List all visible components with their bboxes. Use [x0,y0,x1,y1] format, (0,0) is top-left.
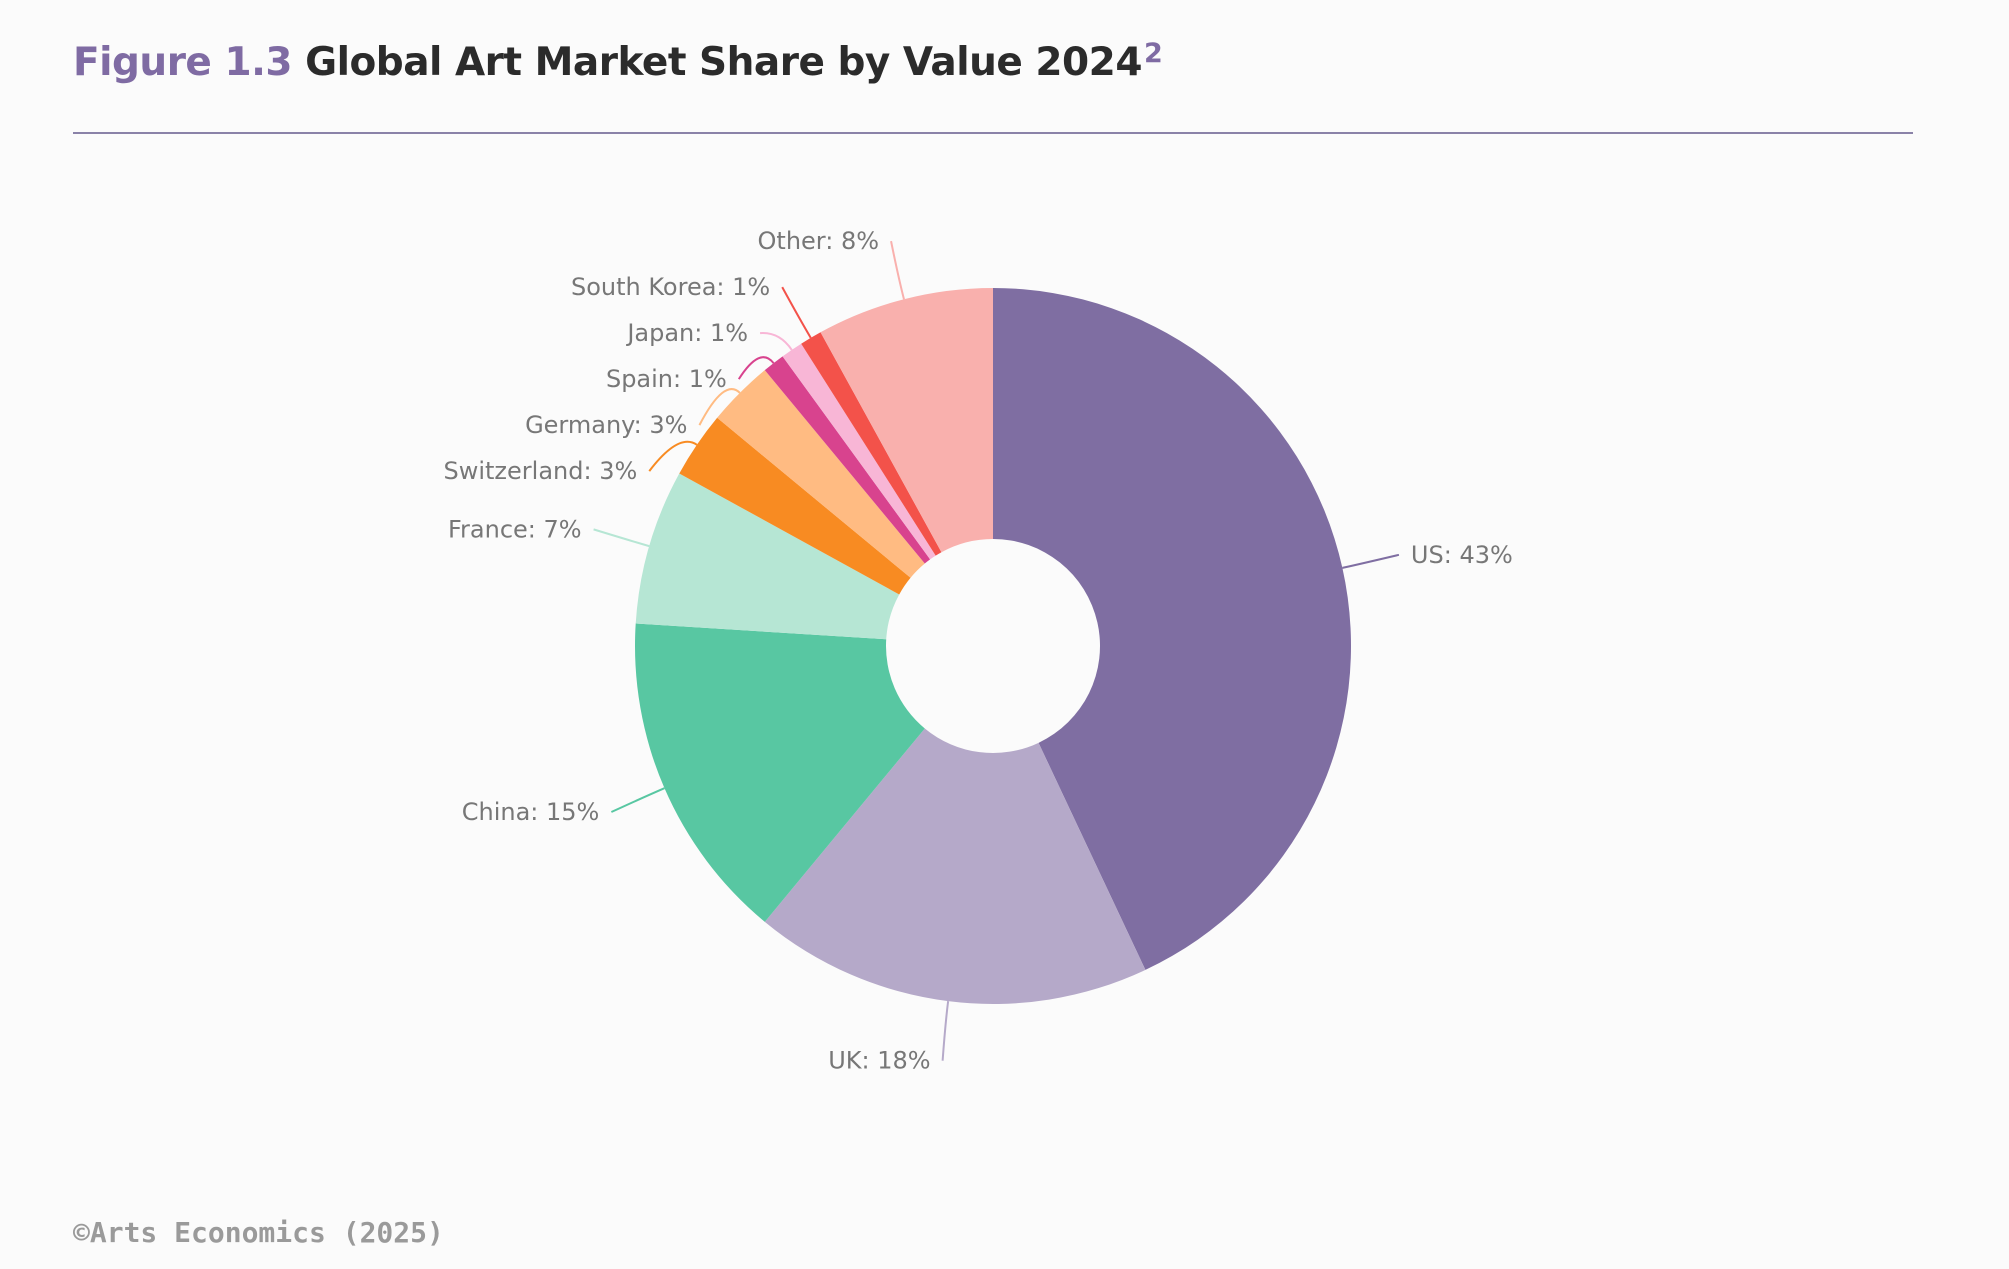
slice-label-japan: Japan: 1% [625,319,748,347]
title-divider [73,132,1913,134]
leader-line-germany [698,388,741,426]
slice-label-france: France: 7% [448,515,582,543]
slice-uk [764,728,1146,1004]
leader-line-spain [737,356,775,380]
slice-china [635,623,925,922]
slice-label-group: US: 43% UK: 18% China: 15% France: 7% Switze… [443,227,1512,1075]
leader-line-uk [941,1001,950,1061]
leader-line-us [1342,553,1400,569]
slice-label-south-korea: South Korea: 1% [571,273,770,301]
slice-label-us: US: 43% [1411,541,1513,569]
footnote-marker: 2 [1143,38,1163,69]
leader-line-other [890,240,905,300]
slice-japan [782,343,936,560]
slice-france [635,473,900,640]
chart-heading: Figure 1.3 Global Art Market Share by Va… [73,38,1163,85]
slice-label-spain: Spain: 1% [606,365,727,393]
slice-us [993,288,1351,970]
figure-number: Figure 1.3 [73,40,293,85]
leader-line-china [610,787,665,813]
slice-south-korea [801,332,942,556]
leader-line-south-korea [781,286,812,339]
slice-label-other: Other: 8% [758,227,880,255]
slice-germany [717,370,925,578]
slice-label-china: China: 15% [462,798,600,826]
copyright-footer: ©Arts Economics (2025) [73,1216,444,1249]
leader-line-group [593,240,1400,1061]
leader-line-france [593,528,650,548]
slice-spain [764,356,931,564]
chart-title: Global Art Market Share by Value 2024 [305,40,1142,85]
slice-group [635,288,1351,1004]
slice-other [820,288,993,553]
slice-label-uk: UK: 18% [828,1047,930,1075]
slice-label-germany: Germany: 3% [525,411,687,439]
leader-line-japan [759,332,793,351]
slice-switzerland [679,417,911,595]
leader-line-switzerland [648,440,698,472]
slice-label-switzerland: Switzerland: 3% [443,457,637,485]
